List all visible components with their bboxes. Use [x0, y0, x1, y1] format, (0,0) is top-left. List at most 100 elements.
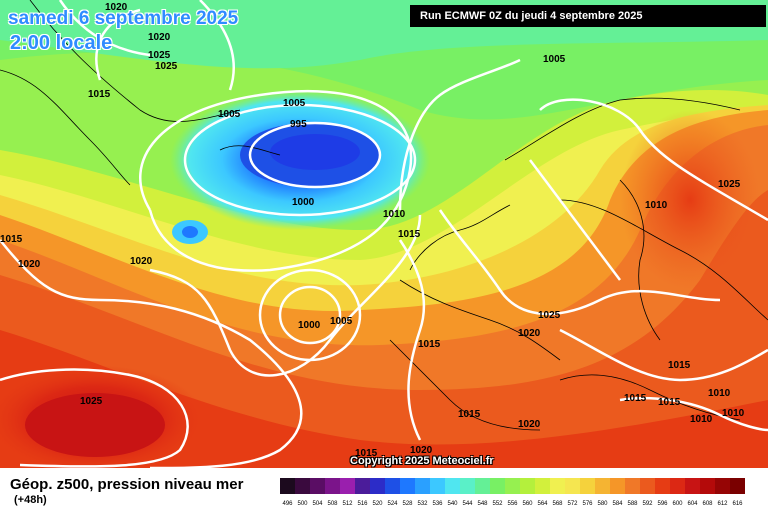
scale-swatch	[580, 478, 595, 494]
scale-label: 592	[642, 501, 653, 507]
scale-swatch	[715, 478, 730, 494]
isobar-label: 1020	[130, 256, 153, 267]
isobar-label: 1020	[518, 419, 541, 430]
isobar-label: 1020	[410, 445, 433, 456]
scale-swatch	[640, 478, 655, 494]
scale-label: 612	[717, 501, 728, 507]
isobar-label: 1020	[518, 328, 541, 339]
scale-label: 536	[432, 501, 443, 507]
isobar-label: 1015	[658, 397, 681, 408]
copyright: Copyright 2025 Meteociel.fr	[350, 455, 494, 467]
isobar-label: 1020	[18, 259, 41, 270]
scale-label: 496	[282, 501, 293, 507]
scale-label: 572	[567, 501, 578, 507]
isobar-label: 1000	[298, 320, 321, 331]
scale-label: 596	[657, 501, 668, 507]
scale-swatch	[505, 478, 520, 494]
scale-label: 568	[552, 501, 563, 507]
scale-swatch	[550, 478, 565, 494]
scale-swatch	[565, 478, 580, 494]
scale-swatch	[415, 478, 430, 494]
isobar-label: 1025	[538, 310, 561, 321]
isobar-label: 1005	[218, 109, 241, 120]
scale-label: 524	[387, 501, 398, 507]
scale-swatch	[610, 478, 625, 494]
color-scale: 496 500 504 508 512 516 520 524 528 532 536 540 544 5…	[280, 478, 745, 507]
isobar-label: 995	[290, 119, 307, 130]
scale-swatch	[445, 478, 460, 494]
scale-swatch	[475, 478, 490, 494]
run-info: Run ECMWF 0Z du jeudi 4 septembre 2025	[410, 5, 766, 27]
legend-subtitle: (+48h)	[14, 494, 47, 506]
scale-swatch	[730, 478, 745, 494]
isobar-label: 1015	[458, 409, 481, 420]
scale-label: 516	[357, 501, 368, 507]
scale-label: 560	[522, 501, 533, 507]
scale-swatch	[340, 478, 355, 494]
scale-swatch	[460, 478, 475, 494]
isobar-label: 1010	[383, 209, 406, 220]
isobar-labels: 1020 1025 1025 1015 1005 1005 995 1000 1…	[0, 2, 745, 459]
isobar-label: 1000	[292, 197, 315, 208]
scale-swatch	[280, 478, 295, 494]
scale-swatch	[400, 478, 415, 494]
scale-label: 520	[372, 501, 383, 507]
scale-label: 540	[447, 501, 458, 507]
scale-label: 512	[342, 501, 353, 507]
isobar-label: 1010	[645, 200, 668, 211]
isobar-label: 1015	[0, 234, 23, 245]
isobar-label: 1010	[708, 388, 731, 399]
scale-swatch	[625, 478, 640, 494]
coastlines	[0, 0, 768, 431]
scale-swatch	[295, 478, 310, 494]
scale-label: 532	[417, 501, 428, 507]
scale-swatch	[310, 478, 325, 494]
scale-swatch	[430, 478, 445, 494]
scale-label: 548	[477, 501, 488, 507]
isobar-label: 1010	[690, 414, 713, 425]
isobar-label: 1005	[330, 316, 353, 327]
scale-label: 564	[537, 501, 548, 507]
scale-swatch	[325, 478, 340, 494]
isobar-label: 1020	[105, 2, 128, 13]
isobar-label: 1010	[722, 408, 745, 419]
scale-swatch	[595, 478, 610, 494]
scale-label: 580	[597, 501, 608, 507]
scale-label: 608	[702, 501, 713, 507]
isobar-label: 1020	[148, 32, 171, 43]
forecast-time: 2:00 locale	[10, 32, 113, 54]
forecast-date: samedi 6 septembre 2025	[8, 8, 239, 29]
scale-swatch	[535, 478, 550, 494]
isobar-label: 1005	[543, 54, 566, 65]
scale-swatch	[520, 478, 535, 494]
scale-label: 616	[732, 501, 743, 507]
scale-swatch	[355, 478, 370, 494]
scale-label: 576	[582, 501, 593, 507]
scale-label: 604	[687, 501, 698, 507]
isobar-label: 1025	[155, 61, 178, 72]
isobar-label: 1025	[718, 179, 741, 190]
weather-map: 1020 1025 1025 1015 1005 1005 995 1000 1…	[0, 0, 768, 468]
isobar-label: 1015	[668, 360, 691, 371]
scale-label: 584	[612, 501, 623, 507]
scale-swatch	[685, 478, 700, 494]
scale-label: 544	[462, 501, 473, 507]
scale-swatch	[385, 478, 400, 494]
legend-title: Géop. z500, pression niveau mer	[10, 476, 244, 493]
isobar-label: 1005	[283, 98, 306, 109]
scale-label: 556	[507, 501, 518, 507]
isobar-label: 1015	[88, 89, 111, 100]
scale-label: 552	[492, 501, 503, 507]
isobar-label: 1015	[418, 339, 441, 350]
isobars	[0, 0, 768, 468]
scale-label: 504	[312, 501, 323, 507]
isobar-label: 1025	[148, 50, 171, 61]
scale-label: 508	[327, 501, 338, 507]
scale-label: 528	[402, 501, 413, 507]
scale-label: 600	[672, 501, 683, 507]
scale-label: 500	[297, 501, 308, 507]
scale-swatch	[490, 478, 505, 494]
isobar-label: 1015	[355, 448, 378, 459]
isobar-label: 1025	[80, 396, 103, 407]
scale-swatch	[700, 478, 715, 494]
